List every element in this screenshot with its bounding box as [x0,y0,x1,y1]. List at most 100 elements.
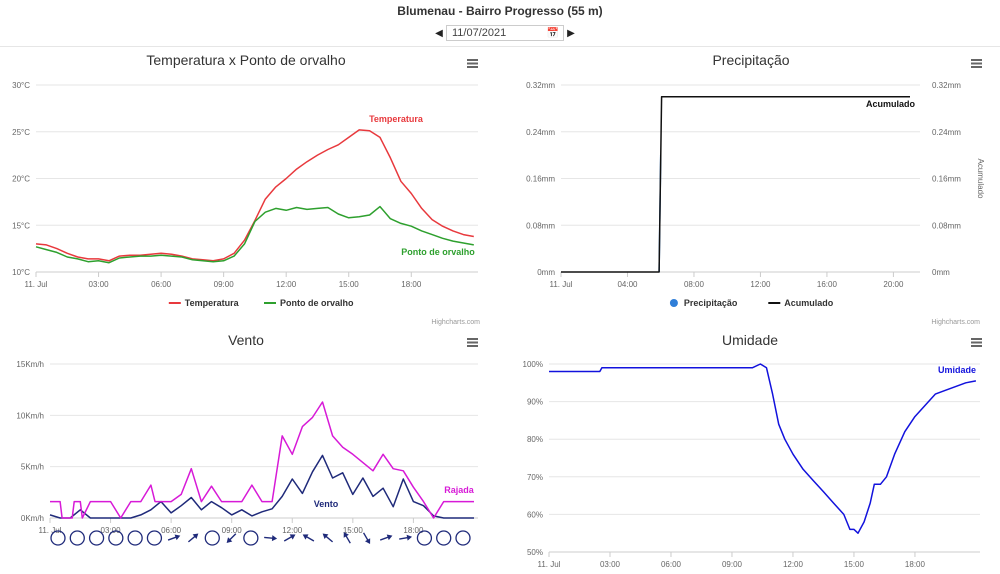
series-line-acumulado[interactable] [561,95,910,273]
date-input[interactable]: 11/07/2021 📅 [446,25,564,41]
y-tick-label: 0Km/h [21,514,44,523]
legend-item[interactable]: Precipitação [669,298,738,308]
wind-direction-arrow [302,534,315,542]
legend-label: Ponto de orvalho [280,298,354,308]
x-tick-label: 12:00 [282,526,303,535]
x-tick-label: 03:00 [101,526,122,535]
calm-wind-marker [69,530,85,546]
date-navigator: ◀ 11/07/2021 📅 ▶ [434,24,576,42]
calm-wind-marker [243,530,259,546]
calm-wind-marker [108,530,124,546]
wind-direction-arrow [264,535,278,542]
hamburger-menu-icon[interactable] [971,59,982,68]
legend-item[interactable]: Acumulado [768,298,834,308]
wind-direction-arrow [167,534,181,541]
hamburger-menu-icon[interactable] [467,59,478,68]
x-tick-label: 04:00 [617,280,638,289]
chart-title: Precipitação [712,52,789,68]
series-line-ponto-de-orvalho[interactable] [35,205,474,264]
y-tick-label: 20°C [12,175,30,184]
legend-label: Precipitação [684,298,738,308]
page-header: Blumenau - Bairro Progresso (55 m) ◀ 11/… [0,0,1000,47]
series-line-vento[interactable] [49,454,474,519]
x-tick-label: 15:00 [343,526,364,535]
x-tick-label: 12:00 [276,280,297,289]
y-tick-label: 90% [527,398,543,407]
humidity-chart: Umidade 50% 60% 70% 80% 90% 100% 11. Jul 03:00 06… [523,332,982,569]
humidity-chart-panel: Umidade 50% 60% 70% 80% 90% 100% 11. Jul 03:00 06… [497,328,1000,574]
legend-label: Temperatura [185,298,240,308]
data-label: Vento [314,499,339,509]
x-tick-label: 12:00 [783,560,804,569]
wind-chart: Vento 0Km/h 5Km/h 10Km/h 15Km/h 11. Jul 03:00 0… [16,332,478,546]
credits-link: Highcharts.com [431,319,480,326]
chart-title: Umidade [722,332,778,348]
wind-direction-arrow [379,534,393,541]
y-right-tick-label: 0.08mm [932,221,961,230]
x-tick-label: 09:00 [222,526,243,535]
x-tick-label: 11. Jul [550,280,573,289]
calm-wind-marker [455,530,471,546]
y-tick-label: 10Km/h [16,411,44,420]
x-tick-label: 18:00 [905,560,926,569]
calm-wind-marker [416,530,433,546]
y-right-tick-label: 0.24mm [932,128,961,137]
y-axis-title-right: Acumulado [976,158,985,199]
caret-right-icon[interactable]: ▶ [567,27,575,39]
y-tick-label: 15°C [12,221,30,230]
calm-wind-marker [127,530,143,546]
calm-wind-marker [436,530,452,546]
caret-left-icon[interactable]: ◀ [435,27,443,39]
y-tick-label: 15Km/h [16,360,44,369]
hamburger-menu-icon[interactable] [467,338,478,347]
temperature-chart-panel: Temperatura x Ponto de orvalho 10°C 15°C 20… [0,46,497,328]
chart-title: Vento [228,332,264,348]
calm-wind-marker [204,530,220,546]
y-tick-label: 0.16mm [526,175,555,184]
legend-item[interactable]: Temperatura [168,298,240,308]
y-tick-label: 0mm [537,268,555,277]
x-tick-label: 11. Jul [538,560,561,569]
x-tick-label: 09:00 [214,280,235,289]
date-value: 11/07/2021 [452,27,507,39]
x-tick-label: 03:00 [600,560,621,569]
calm-wind-marker [50,530,66,546]
x-tick-label: 11. Jul [39,526,62,535]
x-tick-label: 15:00 [339,280,360,289]
y-right-tick-label: 0.32mm [932,81,961,90]
temperature-chart: Temperatura x Ponto de orvalho 10°C 15°C 20… [12,52,480,326]
wind-direction-arrow [226,533,237,543]
precipitation-chart: Precipitação 0mm 0.08mm 0.16mm 0.24mm 0.32mm 0… [526,52,985,326]
series-line-temperatura[interactable] [35,129,474,262]
x-tick-label: 18:00 [401,280,422,289]
y-tick-label: 0.08mm [526,221,555,230]
x-tick-label: 03:00 [89,280,110,289]
hamburger-menu-icon[interactable] [971,338,982,347]
y-tick-label: 50% [527,548,543,557]
precipitation-chart-panel: Precipitação 0mm 0.08mm 0.16mm 0.24mm 0.32mm 0… [497,46,1000,328]
x-tick-label: 16:00 [817,280,838,289]
y-tick-label: 30°C [12,81,30,90]
series-line-umidade[interactable] [549,363,977,534]
x-tick-label: 12:00 [750,280,771,289]
y-tick-label: 0.32mm [526,81,555,90]
wind-direction-arrow [362,532,371,545]
legend-label: Acumulado [784,298,834,308]
calendar-icon[interactable]: 📅 [546,27,559,39]
y-tick-label: 70% [527,473,543,482]
calm-wind-marker [88,530,105,546]
wind-direction-arrow [322,533,334,543]
x-tick-label: 08:00 [684,280,705,289]
y-tick-label: 0.24mm [526,128,555,137]
y-tick-label: 5Km/h [21,463,44,472]
series-line-rajada[interactable] [50,401,474,519]
x-tick-label: 20:00 [883,280,904,289]
chart-title: Temperatura x Ponto de orvalho [146,52,345,68]
data-label: Temperatura [369,114,424,124]
calm-wind-marker [146,530,163,546]
wind-direction-arrow [187,533,199,543]
data-label: Acumulado [866,99,916,109]
y-right-tick-label: 0mm [932,268,950,277]
legend-marker [669,299,678,307]
legend-item[interactable]: Ponto de orvalho [264,298,354,308]
